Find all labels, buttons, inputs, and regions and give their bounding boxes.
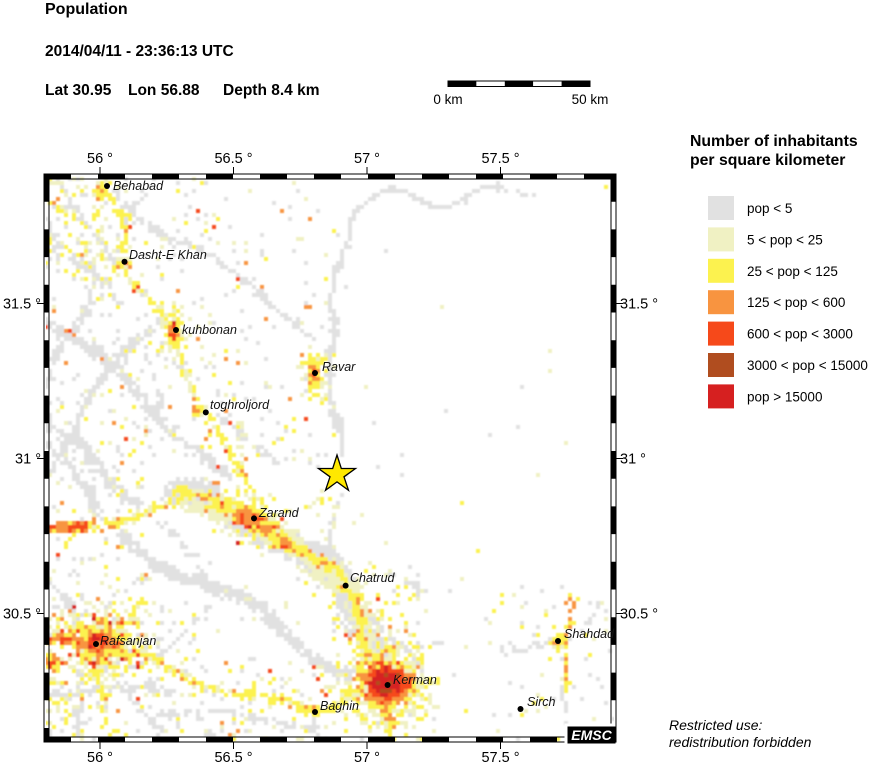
svg-text:30.5 °: 30.5 ° [3, 607, 41, 623]
svg-text:56 °: 56 ° [87, 750, 113, 764]
svg-text:pop < 5: pop < 5 [747, 201, 792, 216]
svg-text:31.5 °: 31.5 ° [620, 297, 658, 313]
svg-text:0 km: 0 km [433, 92, 462, 107]
svg-text:kuhbonan: kuhbonan [182, 323, 237, 337]
svg-text:57.5 °: 57.5 ° [481, 750, 519, 764]
svg-text:57 °: 57 ° [354, 750, 380, 764]
svg-text:2014/04/11 - 23:36:13 UTC: 2014/04/11 - 23:36:13 UTC [45, 43, 234, 60]
svg-text:Rafsanjan: Rafsanjan [100, 634, 156, 648]
svg-text:56.5 °: 56.5 ° [214, 151, 252, 167]
svg-text:56 °: 56 ° [87, 151, 113, 167]
svg-text:toghroljord: toghroljord [210, 398, 270, 412]
svg-text:Population: Population [45, 1, 128, 18]
svg-text:600 < pop < 3000: 600 < pop < 3000 [747, 327, 853, 342]
svg-text:57 °: 57 ° [354, 151, 380, 167]
svg-text:Baghin: Baghin [320, 699, 359, 713]
svg-text:31.5 °: 31.5 ° [3, 297, 41, 313]
svg-text:Dasht-E Khan: Dasht-E Khan [129, 248, 207, 262]
svg-text:EMSC: EMSC [571, 727, 612, 743]
svg-text:56.5 °: 56.5 ° [214, 750, 252, 764]
svg-text:57.5 °: 57.5 ° [481, 151, 519, 167]
svg-text:per square kilometer: per square kilometer [690, 152, 845, 169]
svg-text:Chatrud: Chatrud [350, 571, 396, 585]
svg-text:3000 < pop < 15000: 3000 < pop < 15000 [747, 358, 868, 373]
svg-text:31 °: 31 ° [620, 452, 646, 468]
svg-text:30.5 °: 30.5 ° [620, 607, 658, 623]
svg-text:Ravar: Ravar [322, 360, 356, 374]
svg-text:Kerman: Kerman [393, 673, 437, 687]
svg-text:pop > 15000: pop > 15000 [747, 389, 822, 404]
svg-text:Lat 30.95: Lat 30.95 [45, 82, 112, 99]
svg-text:50 km: 50 km [572, 92, 609, 107]
svg-text:Restricted use:: Restricted use: [669, 717, 762, 733]
svg-text:Lon 56.88: Lon 56.88 [128, 82, 200, 99]
svg-text:redistribution forbidden: redistribution forbidden [669, 734, 812, 750]
svg-text:Behabad: Behabad [113, 179, 164, 193]
svg-text:31 °: 31 ° [15, 452, 41, 468]
svg-text:Sirch: Sirch [527, 695, 556, 709]
svg-text:5 < pop < 25: 5 < pop < 25 [747, 232, 823, 247]
svg-text:Number of inhabitants: Number of inhabitants [690, 133, 858, 150]
svg-text:125 < pop < 600: 125 < pop < 600 [747, 295, 845, 310]
svg-text:Depth 8.4 km: Depth 8.4 km [223, 82, 319, 99]
svg-text:Zarand: Zarand [258, 506, 300, 520]
svg-text:Shahdad: Shahdad [564, 627, 615, 641]
svg-text:25 < pop < 125: 25 < pop < 125 [747, 264, 838, 279]
